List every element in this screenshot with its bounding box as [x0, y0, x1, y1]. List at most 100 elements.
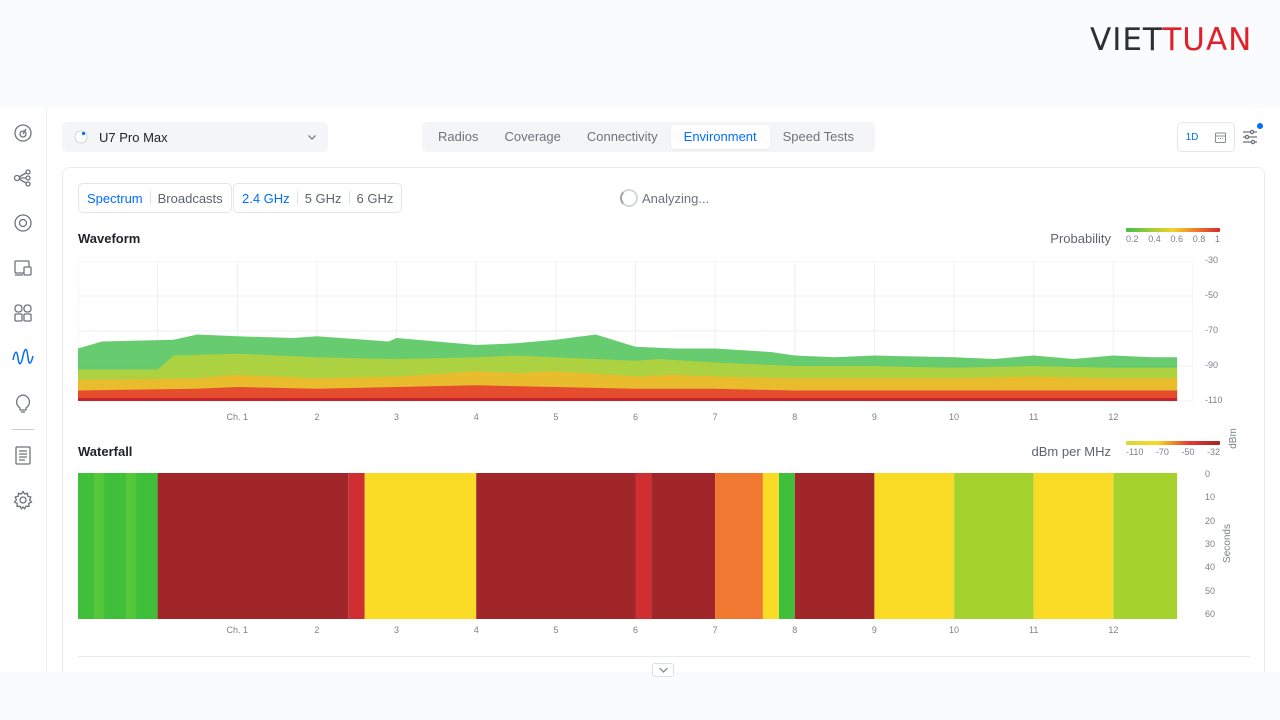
dbm-legend-tick: -50	[1181, 447, 1195, 457]
waterfall-band	[794, 473, 875, 619]
sidebar-divider	[12, 429, 34, 430]
clients-icon[interactable]	[12, 257, 34, 279]
channel-label: 7	[712, 625, 718, 635]
waveform-y-tick: -30	[1205, 255, 1219, 265]
notification-dot	[1257, 123, 1263, 129]
chevron-down-icon	[306, 130, 318, 148]
brand-logo-part1: VIET	[1090, 22, 1163, 58]
device-name: U7 Pro Max	[99, 129, 168, 145]
waveform-y-tick: -50	[1205, 290, 1219, 300]
tab-radios[interactable]: Radios	[438, 129, 479, 144]
insights-icon[interactable]	[12, 392, 34, 414]
probability-legend-ticks: 0.2 0.4 0.6 0.8 1	[1126, 234, 1220, 244]
tab-speed-tests[interactable]: Speed Tests	[782, 129, 854, 144]
channel-label: 2	[314, 625, 320, 635]
waveform-noise-floor	[78, 398, 1178, 401]
band-2g-button[interactable]: 2.4 GHz	[242, 190, 290, 206]
waterfall-band-stripe	[109, 473, 120, 619]
devices-icon[interactable]	[12, 212, 34, 234]
waterfall-band-stripe	[141, 473, 152, 619]
channel-label: 10	[949, 625, 960, 635]
tab-coverage[interactable]: Coverage	[504, 129, 561, 144]
waterfall-band	[157, 473, 349, 619]
waterfall-band	[651, 473, 716, 619]
waterfall-band	[348, 473, 365, 619]
channel-label: 9	[871, 625, 877, 635]
waterfall-y-title: Seconds	[1221, 524, 1233, 563]
channel-label: 6	[632, 625, 639, 635]
waterfall-band	[874, 473, 954, 619]
probability-legend-bar	[1126, 228, 1220, 232]
waterfall-title: Waterfall	[78, 444, 133, 459]
access-point-icon	[74, 130, 88, 144]
dbm-legend-bar	[1126, 441, 1220, 445]
channel-label: 7	[712, 412, 718, 422]
waveform-y-tick: -90	[1205, 360, 1219, 370]
waterfall-y-tick: 20	[1205, 515, 1216, 526]
waterfall-y-tick: 60	[1205, 609, 1216, 619]
waveform-y-tick: -70	[1205, 325, 1219, 335]
probability-legend-tick: 0.6	[1170, 234, 1183, 244]
waterfall-y-tick: 10	[1205, 492, 1216, 503]
waterfall-band-stripe	[125, 473, 136, 619]
band-6g-button[interactable]: 6 GHz	[356, 190, 394, 206]
channel-label: Ch. 1	[226, 412, 249, 422]
probability-legend-label: Probability	[1050, 231, 1111, 246]
brand-logo: VIETTUAN	[1090, 22, 1252, 58]
dbm-legend-ticks: -110 -70 -50 -32	[1126, 447, 1220, 457]
chevron-down-icon	[658, 667, 668, 673]
radio-waves-icon[interactable]	[12, 347, 34, 369]
expand-button[interactable]	[652, 663, 674, 677]
waterfall-band	[364, 473, 477, 619]
filter-settings-icon[interactable]	[1240, 127, 1260, 147]
apps-icon[interactable]	[12, 302, 34, 324]
channel-label: 11	[1029, 412, 1039, 422]
band-toggle: 2.4 GHz 5 GHz 6 GHz	[233, 183, 403, 213]
channel-label: 5	[553, 412, 559, 422]
settings-icon[interactable]	[12, 489, 34, 511]
device-selector[interactable]: U7 Pro Max	[62, 122, 328, 152]
channel-label: 12	[1108, 412, 1119, 422]
separator	[149, 191, 151, 205]
probability-legend-tick: 1	[1214, 234, 1220, 244]
environment-panel: Spectrum Broadcasts 2.4 GHz 5 GHz 6 GHz …	[62, 167, 1265, 677]
channel-label: 4	[473, 625, 479, 635]
brand-logo-part2: TUAN	[1162, 22, 1253, 58]
dbm-legend-label: dBm per MHz	[1031, 444, 1111, 459]
broadcasts-button[interactable]: Broadcasts	[157, 190, 223, 206]
dbm-legend-tick: -110	[1126, 447, 1144, 457]
waterfall-band	[778, 473, 795, 619]
logs-icon[interactable]	[12, 444, 34, 466]
waterfall-band	[762, 473, 779, 619]
channel-label: Ch. 1	[226, 625, 249, 635]
tab-environment[interactable]: Environment	[670, 125, 770, 149]
waterfall-band	[715, 473, 763, 619]
page-tabs: Radios Coverage Connectivity Environment…	[422, 122, 875, 152]
waterfall-y-tick: 50	[1205, 585, 1216, 596]
channel-label: 2	[314, 412, 320, 422]
waterfall-band	[1033, 473, 1114, 619]
waterfall-y-tick: 30	[1205, 539, 1216, 549]
separator	[296, 191, 298, 205]
spectrum-button[interactable]: Spectrum	[87, 190, 143, 206]
view-1d-button[interactable]: 1D	[1185, 131, 1199, 143]
waveform-y-title: dBm	[1227, 428, 1239, 449]
dashboard-icon[interactable]	[12, 122, 34, 144]
calendar-icon[interactable]	[1206, 123, 1234, 151]
probability-legend-tick: 0.2	[1126, 234, 1139, 244]
sidebar	[0, 107, 47, 672]
band-5g-button[interactable]: 5 GHz	[304, 190, 342, 206]
waveform-series-4	[78, 385, 1178, 401]
topology-icon[interactable]	[12, 167, 34, 189]
channel-label: 3	[394, 412, 400, 422]
channel-label: 10	[949, 412, 960, 422]
channel-label: 6	[632, 412, 639, 422]
channel-label: 8	[792, 625, 798, 635]
analysis-status: Analyzing...	[620, 189, 709, 207]
tab-connectivity[interactable]: Connectivity	[586, 129, 658, 144]
waterfall-band	[1113, 473, 1178, 619]
view-mode-toggle: Spectrum Broadcasts	[78, 183, 232, 213]
probability-legend-tick: 0.8	[1192, 234, 1206, 244]
waterfall-chart	[78, 473, 1178, 619]
waveform-title: Waveform	[78, 231, 141, 246]
